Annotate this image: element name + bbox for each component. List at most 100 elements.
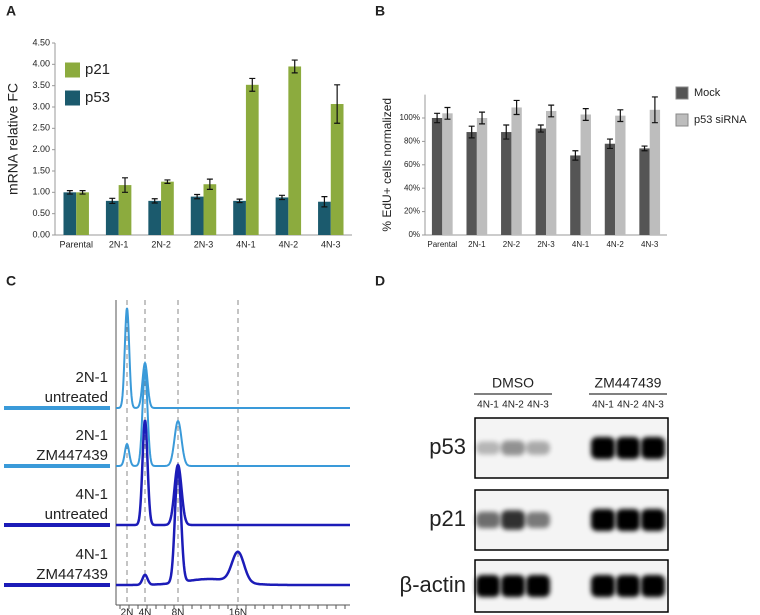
x-tick-label: 4N-3 [641, 240, 659, 249]
legend-swatch [675, 86, 689, 100]
blot-band [641, 575, 665, 597]
histogram-curve [116, 367, 350, 467]
bar [105, 200, 119, 235]
bar [233, 200, 246, 235]
protein-label: p53 [429, 434, 466, 459]
legend-label: Mock [694, 87, 721, 99]
sample-label: ZM447439 [36, 447, 108, 464]
x-tick-label: Parental [427, 240, 457, 249]
panel-label: B [375, 3, 385, 19]
sample-label: untreated [45, 506, 108, 523]
y-axis-label: % EdU+ cells normalized [380, 98, 394, 232]
error-bar [321, 196, 328, 208]
blot-band [476, 441, 500, 455]
bar [76, 192, 89, 235]
protein-label: p21 [429, 506, 466, 531]
blot-band [526, 575, 550, 597]
blot-band [591, 509, 615, 531]
bar [63, 192, 77, 235]
blot-band [476, 511, 500, 529]
histogram-curve [116, 463, 350, 587]
blot-band [616, 509, 640, 531]
error-bar [434, 112, 441, 124]
bar [318, 201, 331, 235]
bar [501, 132, 512, 235]
sample-label: 2N-1 [75, 427, 108, 444]
y-tick-label: 4.00 [32, 59, 50, 69]
x-tick-label: 4N-3 [321, 239, 341, 249]
histogram-curve [116, 307, 350, 409]
group-label: ZM447439 [595, 375, 662, 391]
error-bar [151, 198, 158, 204]
bar [190, 196, 204, 235]
bar [288, 66, 302, 235]
blot-band [616, 575, 640, 597]
error-bar [641, 145, 648, 152]
group-label: DMSO [492, 375, 534, 391]
x-tick-label: 2N-1 [468, 240, 486, 249]
blot-band [616, 437, 640, 459]
blot-band [641, 437, 665, 459]
bar [570, 155, 581, 235]
y-tick-label: 2.00 [32, 144, 50, 154]
error-bar [582, 108, 589, 121]
legend-label: p53 [85, 89, 110, 106]
error-bar [79, 190, 86, 195]
error-bar [468, 125, 475, 139]
y-tick-label: 40% [404, 183, 420, 192]
error-bar [109, 197, 116, 205]
blot-band [476, 575, 500, 597]
error-bar [606, 138, 613, 150]
blot-band [641, 509, 665, 531]
legend-swatch [65, 62, 80, 78]
flow-x-tick-label: 8N [172, 608, 185, 615]
error-bar [249, 77, 256, 92]
y-tick-label: 4.50 [32, 37, 50, 47]
bar [604, 143, 616, 235]
y-axis-label: mRNA relative FC [5, 83, 21, 195]
flow-x-tick-label: 16N [229, 608, 247, 615]
y-tick-label: 0% [408, 230, 420, 239]
error-bar [548, 104, 555, 118]
lane-label: 4N-2 [502, 400, 524, 411]
x-tick-label: 2N-3 [194, 239, 214, 249]
error-bar [513, 99, 520, 116]
y-tick-label: 60% [404, 160, 420, 169]
y-tick-label: 3.00 [32, 101, 50, 111]
sample-label: untreated [45, 389, 108, 406]
bar [546, 110, 557, 235]
sample-label: 4N-1 [75, 546, 108, 563]
bar [275, 197, 289, 235]
blot-band [501, 575, 525, 597]
sample-label: ZM447439 [36, 566, 108, 583]
y-tick-label: 0.00 [32, 229, 50, 239]
legend-swatch [675, 113, 689, 127]
x-tick-label: 4N-2 [606, 240, 624, 249]
bar [161, 181, 174, 235]
x-tick-label: 4N-2 [279, 239, 299, 249]
x-tick-label: 2N-2 [151, 239, 171, 249]
y-tick-label: 2.50 [32, 123, 50, 133]
legend-label: p21 [85, 61, 110, 78]
bar [615, 115, 626, 235]
blot-band [591, 437, 615, 459]
legend-label: p53 siRNA [694, 114, 747, 126]
error-bar [537, 124, 544, 133]
sample-label: 4N-1 [75, 486, 108, 503]
error-bar [572, 150, 579, 161]
error-bar [278, 194, 285, 201]
lane-label: 4N-3 [527, 400, 549, 411]
error-bar [164, 179, 171, 184]
error-bar [444, 106, 451, 120]
blot-band [526, 512, 550, 528]
lane-label: 4N-1 [592, 400, 614, 411]
y-tick-label: 1.00 [32, 187, 50, 197]
flow-x-tick-label: 4N [139, 608, 152, 615]
x-tick-label: 4N-1 [572, 240, 590, 249]
lane-label: 4N-1 [477, 400, 499, 411]
bar [639, 148, 650, 235]
x-tick-label: 2N-1 [109, 239, 129, 249]
y-tick-label: 80% [404, 137, 420, 146]
